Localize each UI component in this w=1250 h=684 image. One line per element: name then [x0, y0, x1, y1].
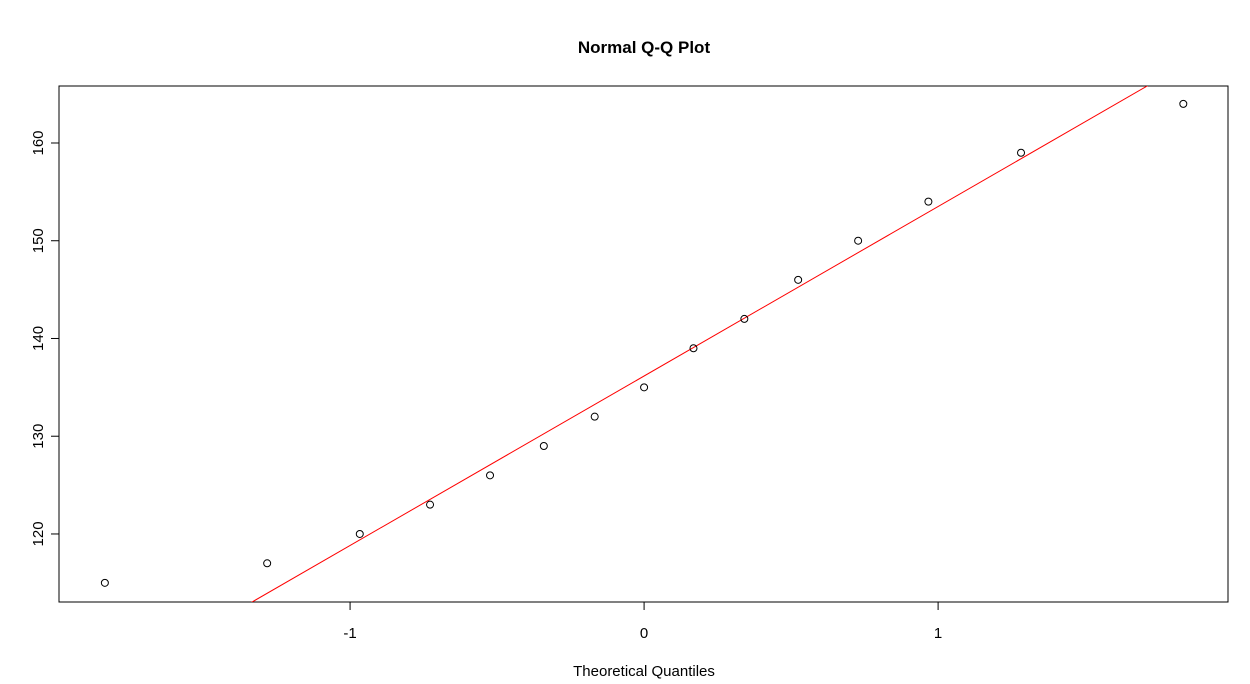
point [539, 441, 548, 450]
point [426, 500, 435, 509]
point [740, 314, 749, 323]
point [1179, 99, 1188, 108]
point [263, 559, 272, 568]
point [590, 412, 599, 421]
point [854, 236, 863, 245]
point [924, 197, 933, 206]
chart-title: Normal Q-Q Plot [578, 38, 711, 57]
x-tick-label: 0 [640, 625, 648, 642]
point [355, 529, 364, 538]
x-tick-label: -1 [343, 625, 356, 642]
point [100, 578, 109, 587]
y-tick-label: 150 [30, 228, 47, 253]
point [794, 275, 803, 284]
qq-line [251, 86, 1149, 602]
y-tick-label: 130 [30, 424, 47, 449]
point [640, 383, 649, 392]
x-axis-label: Theoretical Quantiles [573, 663, 715, 680]
plot-frame [58, 85, 1229, 603]
y-tick-label: 120 [30, 521, 47, 546]
plot-area [100, 86, 1188, 602]
x-tick-label: 1 [934, 625, 942, 642]
y-tick-label: 160 [30, 130, 47, 155]
y-tick-label: 140 [30, 326, 47, 351]
point [1017, 148, 1026, 157]
point [689, 344, 698, 353]
point [486, 471, 495, 480]
